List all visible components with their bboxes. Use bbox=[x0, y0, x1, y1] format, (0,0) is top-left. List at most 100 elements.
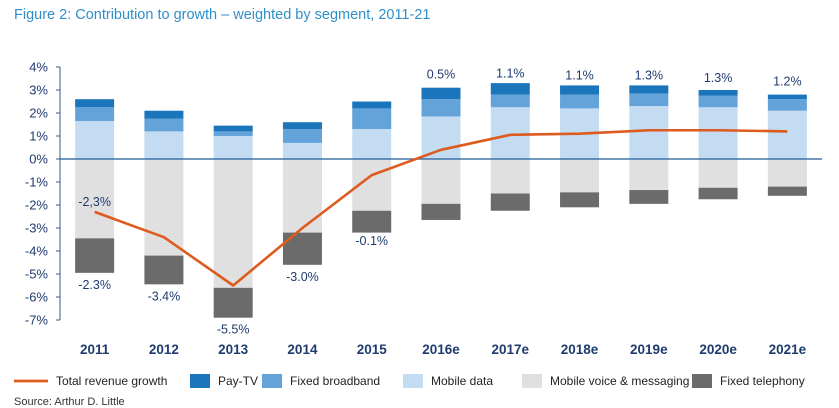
bar-fixed-broadband bbox=[767, 99, 807, 111]
legend-label: Pay-TV bbox=[218, 374, 258, 388]
y-tick-label: 0% bbox=[29, 152, 48, 167]
y-tick-label: -3% bbox=[25, 221, 49, 236]
y-tick-label: -2% bbox=[25, 198, 49, 213]
bar-mobile-data bbox=[767, 110, 807, 159]
y-tick-label: 3% bbox=[29, 83, 48, 98]
data-label: -3.4% bbox=[148, 289, 181, 303]
bar-fixed-broadband bbox=[421, 99, 461, 117]
bar-fixed-telephony bbox=[629, 190, 669, 204]
bar-fixed-telephony bbox=[767, 186, 807, 196]
bar-mobile-voice bbox=[144, 159, 184, 256]
bar-fixed-telephony bbox=[213, 287, 253, 318]
legend-label: Mobile data bbox=[431, 374, 493, 388]
bar-mobile-voice bbox=[490, 159, 530, 194]
bar-mobile-data bbox=[75, 121, 115, 159]
legend-label: Fixed broadband bbox=[290, 374, 380, 388]
legend-swatch bbox=[190, 374, 210, 388]
bar-pay-tv bbox=[282, 122, 322, 130]
bar-mobile-data bbox=[352, 129, 392, 159]
data-label: 1.3% bbox=[635, 69, 664, 83]
x-tick-label: 2012 bbox=[149, 342, 179, 357]
data-label: -2,3% bbox=[78, 195, 111, 209]
bar-mobile-data bbox=[282, 142, 322, 159]
bar-mobile-voice bbox=[75, 159, 115, 239]
bar-fixed-broadband bbox=[282, 129, 322, 143]
bar-fixed-telephony bbox=[75, 238, 115, 273]
bar-mobile-voice bbox=[767, 159, 807, 187]
bar-fixed-broadband bbox=[352, 108, 392, 130]
bar-fixed-telephony bbox=[698, 187, 738, 200]
bar-mobile-voice bbox=[698, 159, 738, 188]
data-label: 1.1% bbox=[496, 66, 525, 80]
bar-mobile-voice bbox=[213, 159, 253, 288]
bar-fixed-broadband bbox=[560, 94, 600, 109]
bar-mobile-data bbox=[629, 106, 669, 159]
x-tick-label: 2020e bbox=[699, 342, 737, 357]
x-tick-label: 2014 bbox=[287, 342, 318, 357]
y-tick-label: 1% bbox=[29, 129, 48, 144]
x-tick-label: 2018e bbox=[561, 342, 599, 357]
bar-mobile-voice bbox=[421, 159, 461, 204]
legend-label: Total revenue growth bbox=[56, 374, 167, 388]
bar-pay-tv bbox=[352, 101, 392, 109]
bar-mobile-voice bbox=[629, 159, 669, 191]
bar-mobile-data bbox=[213, 136, 253, 159]
bar-mobile-data bbox=[698, 107, 738, 159]
legend-label: Mobile voice & messaging bbox=[550, 374, 689, 388]
y-tick-label: 2% bbox=[29, 106, 48, 121]
bar-mobile-voice bbox=[560, 159, 600, 193]
data-label: 1.3% bbox=[704, 71, 733, 85]
bar-pay-tv bbox=[144, 110, 184, 119]
bar-fixed-broadband bbox=[213, 131, 253, 136]
y-tick-label: 4% bbox=[29, 60, 48, 75]
legend-swatch bbox=[692, 374, 712, 388]
y-tick-label: -5% bbox=[25, 267, 49, 282]
data-label: -0.1% bbox=[355, 234, 388, 248]
legend-label: Fixed telephony bbox=[720, 374, 805, 388]
bar-fixed-broadband bbox=[75, 107, 115, 122]
bar-pay-tv bbox=[490, 83, 530, 95]
legend-swatch bbox=[522, 374, 542, 388]
bar-pay-tv bbox=[213, 125, 253, 132]
bar-fixed-broadband bbox=[629, 93, 669, 107]
x-tick-label: 2019e bbox=[630, 342, 668, 357]
y-tick-label: -7% bbox=[25, 313, 49, 328]
legend-swatch bbox=[262, 374, 282, 388]
bar-fixed-telephony bbox=[144, 255, 184, 285]
data-label: -3.0% bbox=[286, 270, 319, 284]
bar-fixed-broadband bbox=[490, 94, 530, 108]
bar-mobile-voice bbox=[282, 159, 322, 233]
data-label: -5.5% bbox=[217, 323, 250, 337]
x-tick-label: 2021e bbox=[769, 342, 807, 357]
data-label: 0.5% bbox=[427, 67, 456, 81]
y-tick-label: -1% bbox=[25, 175, 49, 190]
x-tick-label: 2015 bbox=[357, 342, 388, 357]
bar-pay-tv bbox=[629, 85, 669, 94]
bar-mobile-data bbox=[490, 107, 530, 159]
bar-pay-tv bbox=[560, 85, 600, 95]
y-tick-label: -4% bbox=[25, 244, 49, 259]
bar-fixed-telephony bbox=[421, 203, 461, 220]
data-label: 1.1% bbox=[565, 69, 594, 83]
legend-swatch bbox=[403, 374, 423, 388]
x-tick-label: 2017e bbox=[491, 342, 529, 357]
total-revenue-growth-line bbox=[94, 128, 788, 287]
chart-title: Figure 2: Contribution to growth – weigh… bbox=[14, 7, 431, 23]
bar-pay-tv bbox=[421, 87, 461, 100]
x-tick-label: 2013 bbox=[218, 342, 249, 357]
bar-fixed-telephony bbox=[490, 193, 530, 211]
bar-fixed-broadband bbox=[144, 118, 184, 132]
bar-fixed-telephony bbox=[352, 210, 392, 233]
bar-fixed-telephony bbox=[282, 232, 322, 265]
data-label: 1.2% bbox=[773, 74, 802, 88]
y-tick-label: -6% bbox=[25, 290, 49, 305]
bar-mobile-data bbox=[421, 116, 461, 159]
source-note: Source: Arthur D. Little bbox=[14, 396, 125, 408]
bar-pay-tv bbox=[698, 90, 738, 96]
bar-pay-tv bbox=[767, 94, 807, 100]
bar-mobile-data bbox=[144, 131, 184, 159]
bar-pay-tv bbox=[75, 99, 115, 108]
bar-fixed-telephony bbox=[560, 192, 600, 208]
x-tick-label: 2016e bbox=[422, 342, 460, 357]
